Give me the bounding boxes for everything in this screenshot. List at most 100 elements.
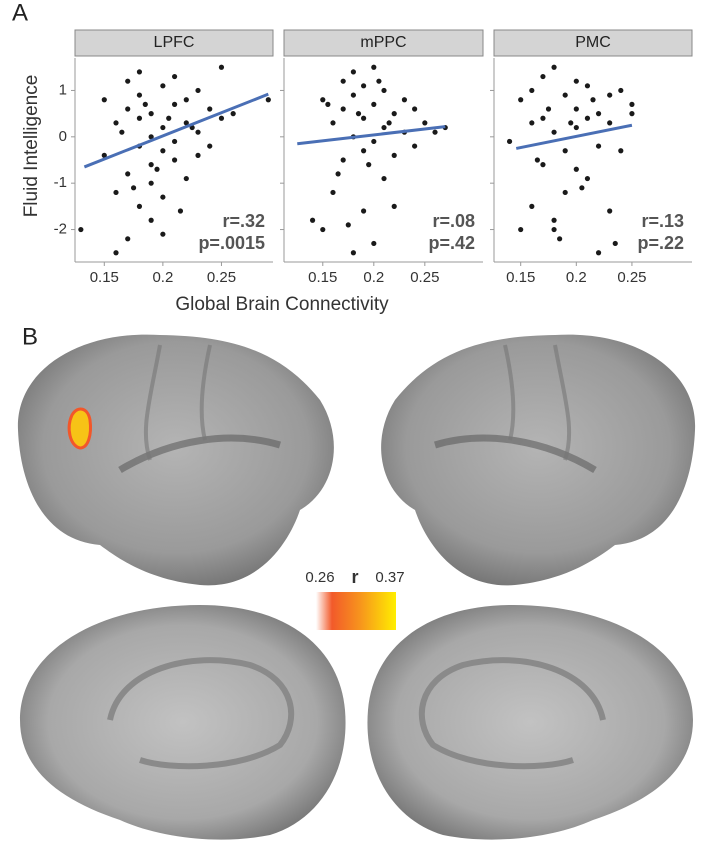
point [361, 115, 367, 121]
point [584, 83, 591, 89]
annotation: p=.22 [637, 233, 684, 253]
x-tick-label: 0.25 [617, 269, 646, 286]
point [595, 143, 602, 149]
point [350, 69, 356, 75]
point [381, 87, 387, 94]
point [551, 64, 557, 70]
point [142, 101, 148, 107]
point [345, 222, 351, 228]
point [183, 97, 189, 103]
point [618, 148, 624, 154]
point [540, 115, 546, 121]
point [551, 217, 557, 223]
point [325, 101, 331, 107]
annotation: p=.0015 [198, 233, 265, 253]
point [573, 166, 579, 172]
x-axis-label: Global Brain Connectivity [175, 294, 389, 315]
point [154, 166, 160, 172]
point [218, 64, 225, 70]
strip [74, 29, 274, 57]
point [391, 152, 397, 158]
point [171, 73, 178, 80]
x-tick-label: 0.15 [308, 269, 337, 286]
point [130, 185, 137, 191]
y-axis-label: Fluid Intelligence [21, 75, 42, 218]
point [320, 97, 326, 103]
colorbar-min: 0.26 [305, 569, 334, 586]
point [335, 171, 341, 177]
point [355, 111, 362, 117]
annotation: p=.42 [428, 233, 475, 253]
point [136, 203, 143, 209]
point [607, 92, 613, 98]
point [183, 175, 189, 182]
point [136, 69, 143, 75]
x-tick-label: 0.2 [152, 269, 173, 286]
x-tick-label: 0.2 [566, 269, 587, 286]
point [545, 106, 552, 112]
point [148, 217, 154, 223]
point [371, 64, 377, 70]
fit-line [297, 125, 446, 146]
point [160, 194, 166, 200]
point [309, 217, 316, 223]
annotation: r=.32 [222, 211, 265, 231]
colorbar [316, 592, 396, 630]
point [412, 106, 418, 112]
point [125, 106, 131, 112]
point [595, 111, 602, 117]
point [320, 226, 326, 233]
y-tick-label: -1 [54, 174, 67, 191]
point [166, 115, 172, 121]
panel-label: B [22, 323, 38, 350]
strip-title: mPPC [360, 34, 406, 51]
point [612, 240, 618, 247]
point [629, 111, 635, 117]
point [148, 111, 154, 117]
x-tick-label: 0.25 [410, 269, 439, 286]
point [562, 148, 568, 154]
point [160, 124, 166, 131]
point [607, 208, 613, 214]
point [371, 138, 377, 145]
point [78, 226, 84, 233]
point [125, 171, 131, 177]
point [376, 78, 382, 84]
fit-line [83, 92, 269, 169]
point [330, 189, 336, 196]
point [540, 73, 546, 80]
point [618, 87, 624, 94]
point [119, 129, 125, 135]
point [113, 250, 119, 256]
point [568, 120, 574, 126]
point [340, 157, 346, 163]
point [573, 106, 579, 112]
point [207, 106, 213, 112]
point [230, 111, 236, 117]
point [350, 92, 356, 98]
strip [493, 29, 693, 57]
point [573, 124, 579, 131]
point [177, 208, 184, 214]
point [340, 78, 346, 84]
point [381, 175, 387, 182]
point [432, 129, 438, 135]
point [529, 120, 535, 126]
point [218, 115, 225, 121]
point [361, 148, 367, 154]
point [391, 111, 397, 117]
point [391, 203, 397, 209]
point [551, 226, 557, 233]
strip-title: LPFC [154, 34, 195, 51]
point [551, 129, 557, 135]
point [366, 162, 372, 168]
point [340, 106, 346, 112]
point [629, 101, 635, 107]
point [330, 120, 336, 126]
point [595, 250, 602, 256]
point [113, 120, 119, 126]
y-tick-label: -2 [54, 221, 67, 238]
point [579, 185, 585, 191]
annotation: r=.08 [432, 211, 475, 231]
